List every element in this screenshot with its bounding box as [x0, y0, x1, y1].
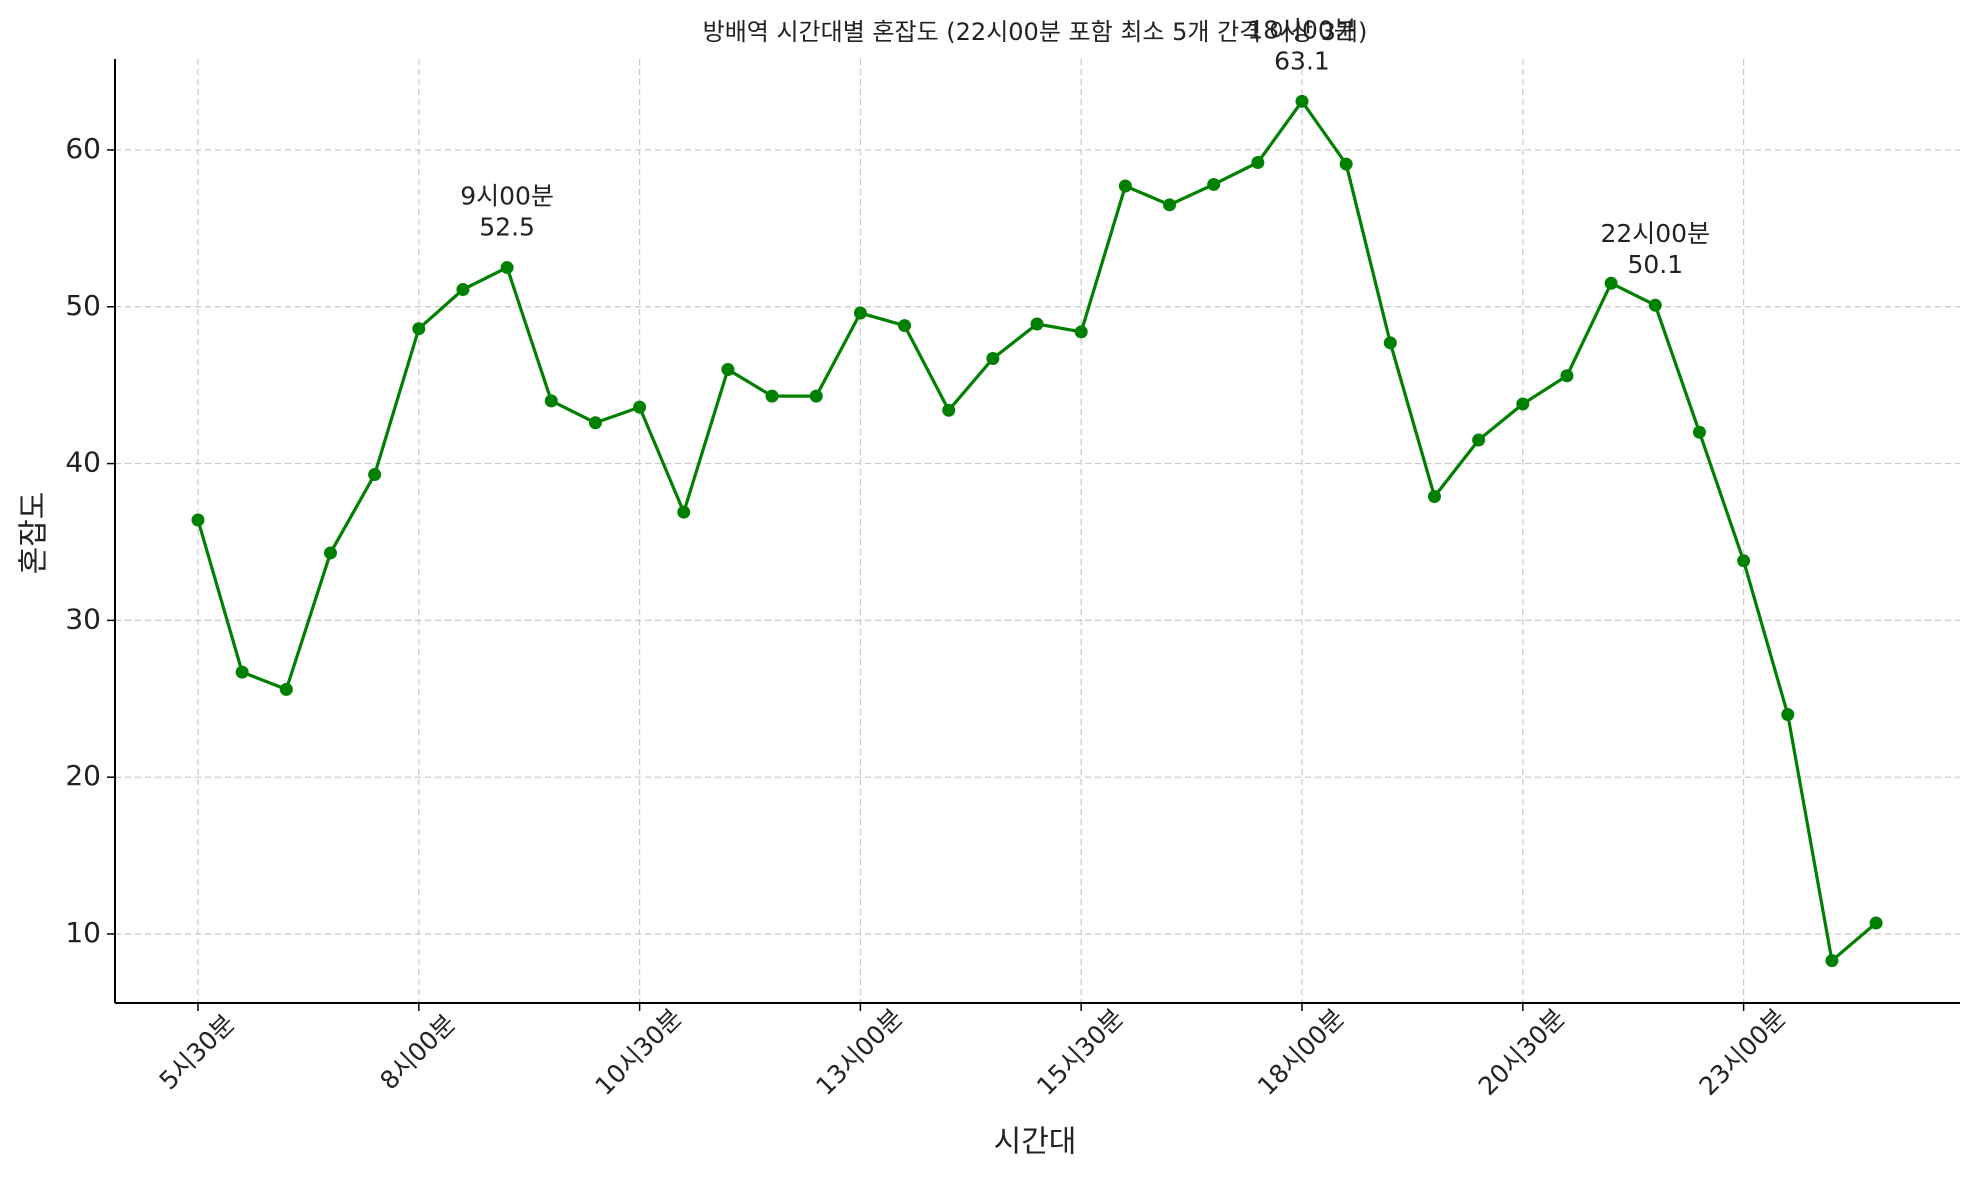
- data-point: [1560, 369, 1574, 383]
- data-point: [279, 682, 293, 696]
- data-point: [1604, 276, 1618, 290]
- y-tick-label: 20: [65, 759, 101, 792]
- data-point: [1074, 325, 1088, 339]
- annotation-label: 22시00분: [1600, 219, 1710, 248]
- data-point: [412, 322, 426, 336]
- x-tick-label: 18시00분: [1252, 1003, 1350, 1101]
- x-tick-label: 20시30분: [1473, 1003, 1571, 1101]
- data-point: [1383, 336, 1397, 350]
- data-point: [1251, 155, 1265, 169]
- x-tick-label: 8시00분: [374, 1009, 461, 1096]
- data-point: [1869, 916, 1883, 930]
- y-tick-label: 50: [65, 289, 101, 322]
- chart-title: 방배역 시간대별 혼잡도 (22시00분 포함 최소 5개 간격 이상 3개): [703, 18, 1368, 46]
- data-point: [1118, 179, 1132, 193]
- data-point: [500, 261, 514, 275]
- data-point: [1427, 490, 1441, 504]
- data-point: [633, 400, 647, 414]
- data-point: [677, 505, 691, 519]
- data-point: [853, 306, 867, 320]
- data-point: [1648, 298, 1662, 312]
- data-point: [1295, 94, 1309, 108]
- data-point: [235, 665, 249, 679]
- data-point: [1030, 317, 1044, 331]
- data-point: [809, 389, 823, 403]
- data-point: [588, 416, 602, 430]
- annotation-value: 50.1: [1627, 250, 1683, 279]
- data-point: [323, 546, 337, 560]
- data-point: [544, 394, 558, 408]
- x-tick-label: 5시30분: [154, 1009, 241, 1096]
- data-point: [1737, 554, 1751, 568]
- x-axis-label: 시간대: [994, 1125, 1077, 1160]
- data-point: [1163, 198, 1177, 212]
- x-tick-label: 15시30분: [1031, 1003, 1129, 1101]
- y-axis-label: 혼잡도: [17, 492, 52, 575]
- data-point: [942, 403, 956, 417]
- data-point: [368, 468, 382, 482]
- y-tick-label: 10: [65, 916, 101, 949]
- data-point: [1207, 177, 1221, 191]
- annotation-label: 18시00분: [1247, 15, 1357, 44]
- data-point: [1472, 433, 1486, 447]
- data-point: [721, 362, 735, 376]
- data-point: [898, 319, 912, 333]
- y-tick-label: 30: [65, 602, 101, 635]
- data-point: [1516, 397, 1530, 411]
- data-point: [1781, 707, 1795, 721]
- data-point: [456, 283, 470, 297]
- annotation-value: 63.1: [1274, 46, 1330, 75]
- x-tick-label: 23시00분: [1694, 1003, 1792, 1101]
- y-tick-label: 60: [65, 132, 101, 165]
- data-point: [1825, 954, 1839, 968]
- x-tick-label: 10시30분: [590, 1003, 688, 1101]
- data-point: [986, 352, 1000, 366]
- data-point: [1339, 157, 1353, 171]
- data-point: [191, 513, 205, 527]
- annotation-label: 9시00분: [460, 182, 554, 211]
- data-point: [1692, 425, 1706, 439]
- data-point: [765, 389, 779, 403]
- annotation-value: 52.5: [479, 213, 535, 242]
- y-tick-label: 40: [65, 446, 101, 479]
- x-tick-label: 13시00분: [810, 1003, 908, 1101]
